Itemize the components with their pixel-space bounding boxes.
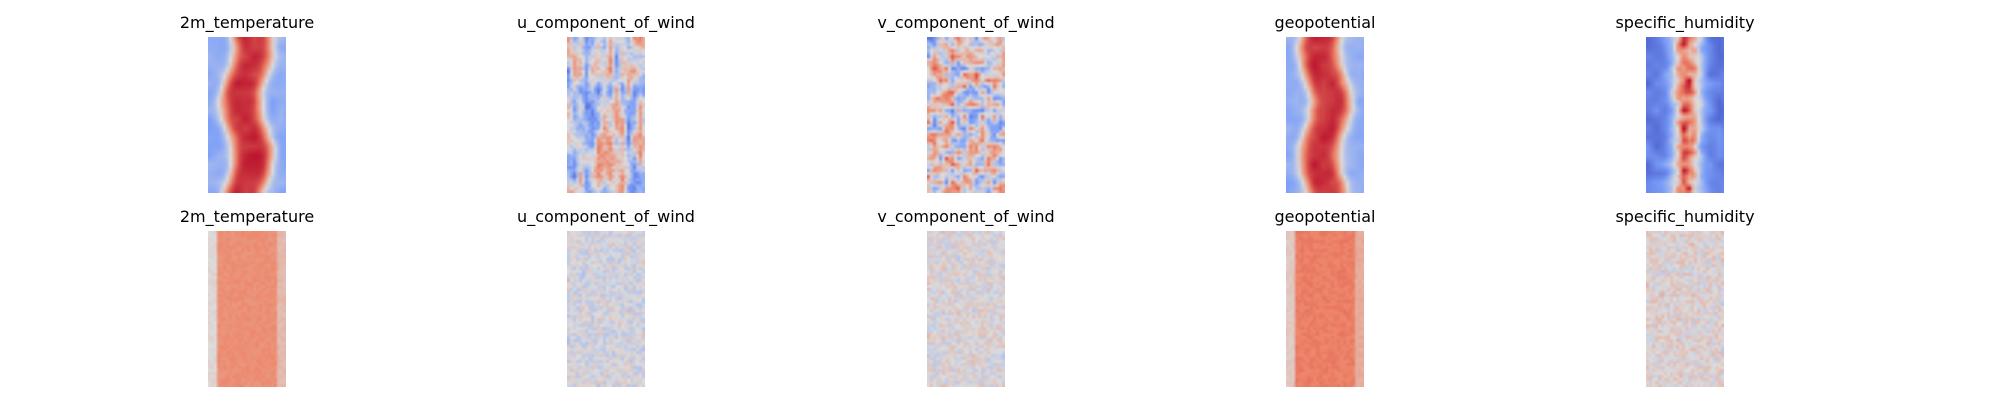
panel-title: 2m_temperature [179,207,315,226]
panel-title: u_component_of_wind [517,207,695,226]
heatmap-image [1286,231,1364,387]
panel-title: specific_humidity [1615,13,1755,32]
panel-title: u_component_of_wind [517,13,695,32]
heatmap-image [927,37,1005,193]
heatmap-image [208,37,286,193]
panel-title: 2m_temperature [179,13,315,32]
panel-title: v_component_of_wind [877,207,1055,226]
heatmap-image [208,231,286,387]
panel-title: geopotential [1274,13,1376,32]
heatmap-image [1286,37,1364,193]
panel-title: v_component_of_wind [877,13,1055,32]
panel-title: specific_humidity [1615,207,1755,226]
heatmap-image [567,37,645,193]
heatmap-image [927,231,1005,387]
heatmap-image [567,231,645,387]
heatmap-image [1646,37,1724,193]
heatmap-image [1646,231,1724,387]
panel-title: geopotential [1274,207,1376,226]
